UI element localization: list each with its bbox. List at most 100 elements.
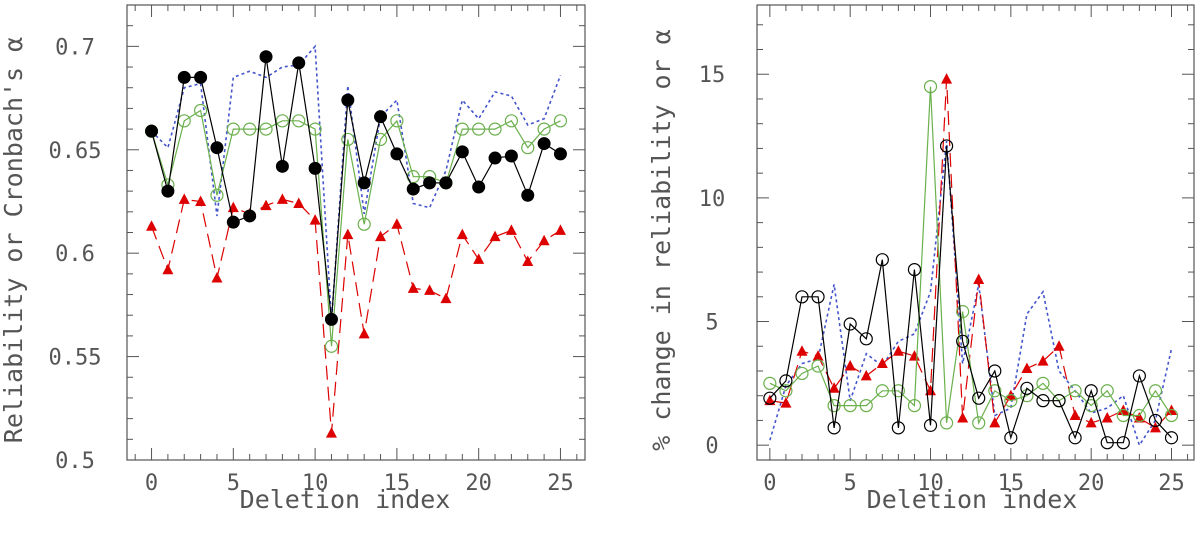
data-point: [1084, 398, 1098, 413]
data-point: [406, 182, 420, 196]
series-0: [145, 50, 567, 326]
y-tick-label: 15: [699, 63, 726, 88]
data-point: [505, 224, 517, 235]
data-point: [795, 290, 809, 304]
data-point: [1020, 381, 1034, 395]
data-point: [488, 151, 502, 165]
series-1: [144, 103, 568, 353]
data-point: [1100, 436, 1114, 450]
data-point: [194, 70, 208, 84]
data-point: [455, 122, 469, 136]
data-point: [1164, 408, 1179, 423]
data-point: [779, 384, 793, 398]
x-tick-label: 20: [465, 471, 492, 496]
data-point: [211, 272, 223, 283]
series-2: [150, 44, 562, 322]
data-point: [357, 176, 371, 190]
data-point: [907, 262, 922, 277]
data-point: [1100, 384, 1114, 398]
data-point: [275, 114, 289, 128]
data-point: [472, 180, 486, 194]
data-point: [828, 382, 840, 393]
data-point: [423, 176, 437, 190]
data-point: [195, 195, 207, 206]
plot-frame: [756, 4, 1195, 461]
data-point: [390, 114, 404, 128]
x-axis-label: Deletion index: [240, 485, 451, 514]
data-point: [956, 305, 970, 319]
data-point: [390, 147, 404, 161]
data-point: [276, 193, 288, 204]
data-point: [358, 327, 370, 339]
data-point: [795, 366, 809, 381]
data-point: [875, 384, 889, 398]
data-point: [844, 360, 856, 371]
data-point: [956, 334, 970, 348]
x-tick-label: 10: [917, 471, 944, 496]
data-point: [1036, 376, 1050, 390]
data-point: [1069, 409, 1081, 420]
data-point: [972, 416, 986, 430]
data-point: [275, 159, 289, 173]
data-point: [456, 228, 468, 240]
data-point: [876, 357, 888, 369]
data-point: [827, 421, 841, 435]
data-point: [293, 197, 305, 209]
data-point: [843, 317, 857, 331]
data-point: [1085, 416, 1097, 428]
data-point: [553, 114, 568, 128]
y-tick-label: 0.5: [55, 449, 95, 474]
data-point: [939, 139, 954, 153]
x-tick-label: 20: [1078, 471, 1105, 496]
ticks: [127, 4, 585, 461]
x-tick-label: 25: [1158, 471, 1185, 496]
data-point: [939, 416, 954, 430]
data-point: [162, 263, 174, 275]
data-point: [210, 141, 224, 155]
data-point: [1021, 362, 1033, 374]
data-point: [780, 397, 792, 408]
data-point: [988, 364, 1002, 378]
data-point: [226, 215, 240, 229]
data-point: [522, 255, 534, 266]
data-point: [988, 384, 1002, 398]
y-axis-label: % change in reliability or α: [647, 29, 676, 450]
series-line: [769, 86, 1173, 425]
data-point: [891, 421, 905, 435]
x-tick-label: 5: [844, 471, 857, 496]
data-point: [226, 122, 240, 136]
data-point: [811, 359, 825, 373]
data-point: [309, 214, 321, 225]
data-point: [375, 230, 387, 242]
data-point: [391, 218, 403, 229]
data-point: [407, 282, 419, 293]
data-point: [259, 50, 273, 64]
series-line: [150, 198, 561, 434]
data-point: [923, 418, 938, 432]
data-point: [925, 384, 937, 396]
data-point: [521, 141, 535, 155]
data-point: [843, 398, 857, 413]
data-point: [177, 70, 191, 84]
data-point: [1037, 355, 1049, 366]
series-2: [769, 140, 1173, 448]
data-point: [342, 228, 354, 240]
data-point: [488, 122, 502, 136]
series-line: [769, 140, 1173, 448]
data-point: [1149, 421, 1161, 433]
data-point: [324, 312, 338, 326]
data-point: [957, 411, 969, 423]
y-tick-label: 0.7: [55, 35, 95, 60]
data-point: [243, 209, 257, 223]
data-point: [1101, 411, 1113, 423]
data-point: [194, 103, 208, 118]
y-tick-label: 0: [705, 434, 718, 459]
data-point: [779, 374, 793, 388]
data-point: [973, 273, 985, 284]
data-point: [812, 350, 824, 361]
data-point: [357, 217, 371, 231]
data-point: [923, 80, 938, 94]
data-point: [341, 132, 355, 147]
x-tick-label: 15: [998, 471, 1025, 496]
